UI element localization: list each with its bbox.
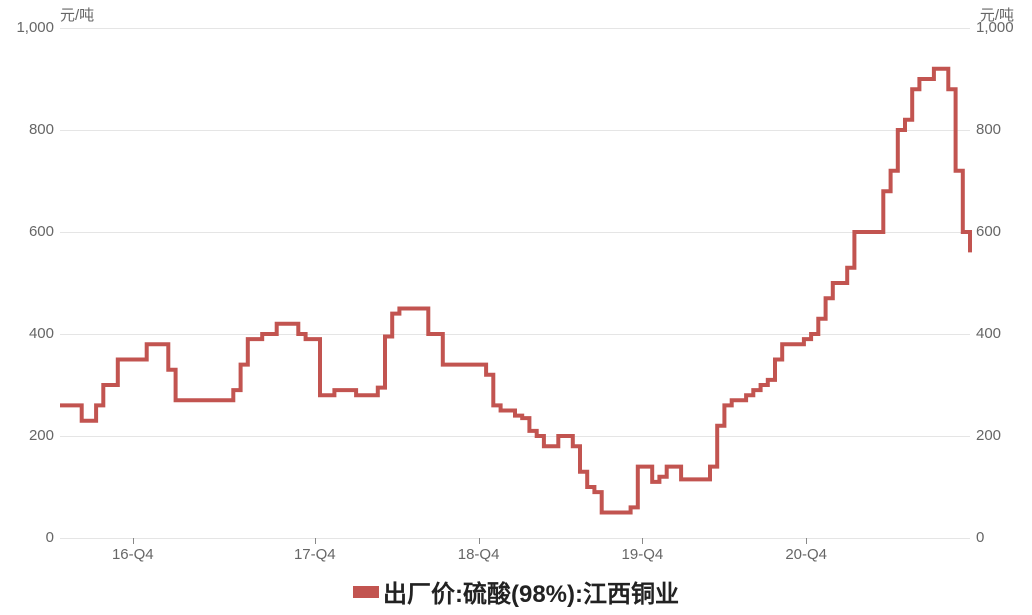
line-plot: [0, 0, 1032, 615]
legend: 出厂价:硫酸(98%):江西铜业: [353, 574, 679, 609]
legend-label: 出厂价:硫酸(98%):江西铜业: [383, 574, 679, 609]
price-line: [60, 69, 970, 513]
legend-swatch: [353, 586, 379, 598]
chart-container: 元/吨 元/吨 02004006008001,000 0200400600800…: [0, 0, 1032, 615]
